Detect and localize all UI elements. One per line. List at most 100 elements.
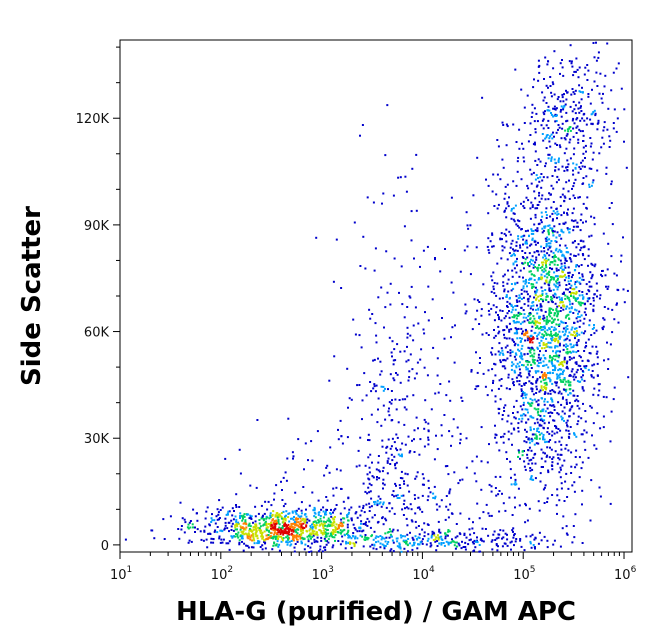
data-point bbox=[563, 419, 565, 422]
data-point bbox=[542, 488, 545, 491]
data-point bbox=[573, 122, 576, 125]
data-point bbox=[553, 405, 556, 408]
data-point bbox=[528, 347, 531, 350]
data-point bbox=[430, 544, 433, 547]
data-point bbox=[358, 334, 361, 337]
data-point bbox=[555, 267, 558, 270]
data-point bbox=[236, 528, 238, 531]
data-point bbox=[501, 121, 504, 124]
data-point bbox=[410, 519, 413, 522]
data-point bbox=[524, 328, 527, 331]
data-point bbox=[352, 318, 355, 321]
data-point bbox=[513, 212, 516, 215]
data-point bbox=[387, 438, 390, 441]
data-point bbox=[526, 246, 529, 249]
data-point bbox=[556, 310, 559, 313]
data-point bbox=[561, 268, 564, 271]
data-point bbox=[529, 404, 532, 407]
data-point bbox=[540, 186, 543, 189]
data-point bbox=[267, 523, 270, 525]
data-point bbox=[568, 60, 571, 63]
data-point bbox=[331, 536, 334, 539]
data-point bbox=[261, 515, 264, 518]
data-point bbox=[612, 127, 615, 130]
data-point bbox=[551, 372, 554, 374]
data-point bbox=[433, 458, 436, 461]
data-point bbox=[332, 521, 335, 524]
data-point bbox=[436, 448, 439, 451]
data-point bbox=[531, 533, 534, 536]
data-point bbox=[450, 336, 452, 339]
data-point bbox=[534, 331, 537, 334]
data-point bbox=[356, 537, 359, 540]
data-point bbox=[373, 543, 376, 546]
data-point bbox=[309, 528, 312, 531]
x-tick-label: 101 bbox=[110, 565, 132, 583]
data-point bbox=[497, 316, 500, 319]
data-point bbox=[538, 71, 541, 74]
data-point bbox=[404, 398, 407, 401]
data-point bbox=[511, 443, 513, 446]
data-point bbox=[414, 535, 417, 538]
data-point bbox=[254, 532, 257, 535]
data-point bbox=[361, 530, 364, 533]
data-point bbox=[459, 512, 462, 515]
data-point bbox=[545, 102, 548, 104]
data-point bbox=[343, 507, 346, 510]
data-point bbox=[571, 288, 574, 291]
data-point bbox=[394, 463, 397, 465]
data-point bbox=[537, 321, 540, 324]
data-point bbox=[569, 426, 572, 428]
data-point bbox=[406, 506, 408, 509]
data-point bbox=[581, 91, 584, 94]
data-point bbox=[515, 538, 518, 540]
data-point bbox=[312, 509, 315, 512]
data-point bbox=[279, 531, 282, 534]
data-point bbox=[302, 517, 305, 520]
data-point bbox=[587, 359, 590, 362]
data-point bbox=[322, 527, 325, 529]
data-point bbox=[518, 451, 521, 454]
data-point bbox=[252, 535, 255, 538]
data-point bbox=[520, 298, 523, 300]
data-point bbox=[551, 227, 554, 230]
data-point bbox=[543, 96, 546, 99]
data-point bbox=[558, 376, 561, 379]
data-point bbox=[509, 246, 512, 249]
data-point bbox=[513, 533, 516, 535]
data-point bbox=[332, 518, 335, 521]
data-point bbox=[590, 406, 593, 409]
data-point bbox=[495, 311, 497, 314]
data-point bbox=[390, 453, 393, 456]
data-point bbox=[572, 389, 575, 392]
data-point bbox=[382, 482, 384, 485]
data-point bbox=[518, 275, 521, 278]
data-point bbox=[508, 496, 511, 499]
data-point bbox=[548, 456, 551, 459]
data-point bbox=[285, 479, 288, 482]
data-point bbox=[308, 534, 311, 537]
data-point bbox=[586, 196, 589, 199]
data-point bbox=[379, 373, 382, 376]
data-point bbox=[527, 346, 530, 349]
data-point bbox=[568, 401, 571, 404]
data-point bbox=[580, 314, 583, 317]
data-point bbox=[552, 339, 555, 342]
data-point bbox=[349, 543, 352, 545]
data-point bbox=[435, 536, 438, 539]
data-point bbox=[528, 441, 531, 444]
data-point bbox=[576, 298, 579, 300]
data-point bbox=[578, 290, 581, 293]
data-point bbox=[540, 357, 543, 360]
data-point bbox=[511, 361, 514, 364]
data-point bbox=[545, 323, 548, 326]
data-point bbox=[343, 517, 346, 520]
data-point bbox=[522, 309, 525, 312]
data-point bbox=[296, 524, 299, 527]
data-point bbox=[347, 534, 350, 537]
data-point bbox=[243, 515, 246, 518]
data-point bbox=[579, 219, 582, 222]
data-point bbox=[602, 325, 605, 328]
data-point bbox=[377, 469, 380, 472]
data-point bbox=[384, 517, 387, 520]
